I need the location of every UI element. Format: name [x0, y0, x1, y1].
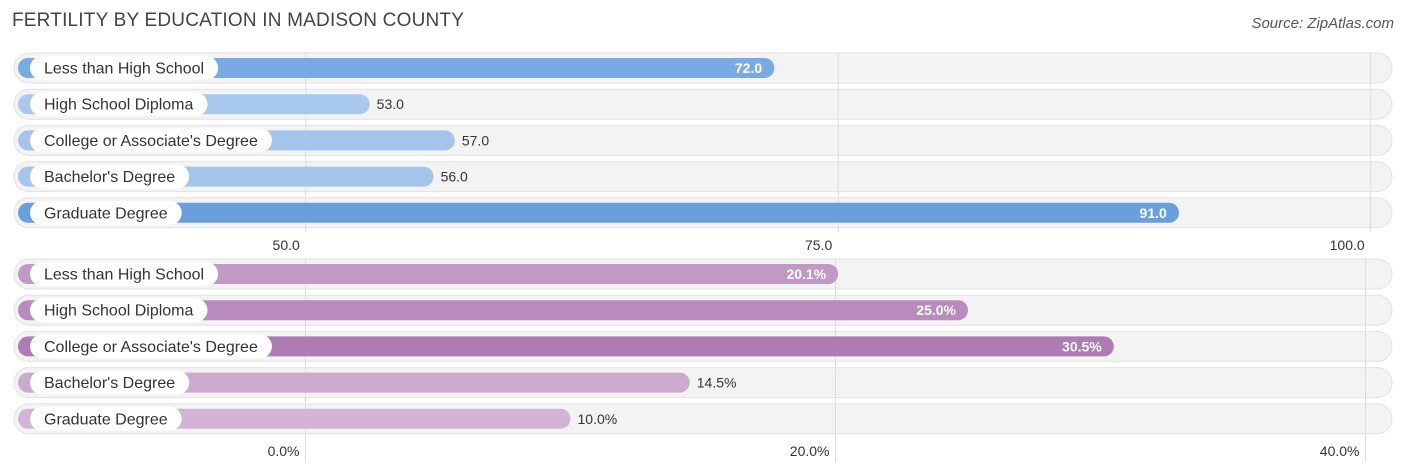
bar[interactable]	[18, 336, 1114, 357]
category-label-pill	[30, 164, 190, 189]
value-label: 53.0	[377, 96, 404, 112]
tick-label: 0.0%	[268, 443, 300, 459]
value-label: 72.0	[735, 60, 762, 76]
tick-label: 40.0%	[1320, 443, 1360, 459]
bar[interactable]	[18, 300, 968, 321]
category-label: High School Diploma	[44, 303, 194, 320]
value-label: 30.5%	[1062, 338, 1102, 354]
category-label: Graduate Degree	[44, 411, 168, 428]
category-label-pill	[30, 298, 208, 323]
bar[interactable]	[18, 264, 839, 284]
category-label-pill	[30, 92, 208, 117]
category-label-pill	[30, 56, 219, 80]
value-label: 20.1%	[786, 266, 826, 282]
tick-label: 50.0	[273, 237, 300, 253]
tick-label: 100.0	[1330, 237, 1365, 253]
value-label: 10.0%	[578, 411, 618, 427]
value-label: 57.0	[462, 132, 489, 148]
source-note: Source: ZipAtlas.com	[1251, 15, 1394, 32]
category-label-pill	[30, 128, 272, 153]
category-label-pill	[30, 370, 190, 395]
category-label: College or Associate's Degree	[44, 133, 258, 150]
category-label-pill	[30, 334, 272, 359]
category-label-pill	[30, 406, 182, 431]
tick-label: 20.0%	[790, 443, 830, 459]
category-label: Less than High School	[44, 61, 204, 78]
tick-label: 75.0	[805, 237, 832, 253]
value-label: 25.0%	[916, 302, 956, 318]
category-label: High School Diploma	[44, 97, 194, 114]
category-label: Bachelor's Degree	[44, 169, 175, 186]
category-label: Bachelor's Degree	[44, 375, 175, 392]
value-label: 91.0	[1140, 205, 1167, 221]
category-label: Less than High School	[44, 267, 204, 284]
value-label: 14.5%	[697, 375, 737, 391]
category-label: College or Associate's Degree	[44, 339, 258, 356]
chart-panel-2: Less than High School 20.1% High School Di…	[13, 258, 1393, 462]
category-label-pill	[30, 200, 182, 225]
category-label-pill	[30, 262, 219, 286]
chart-title: FERTILITY BY EDUCATION IN MADISON COUNTY	[12, 10, 465, 31]
value-label: 56.0	[441, 169, 468, 185]
bar[interactable]	[18, 202, 1180, 223]
chart-panel-1: Less than High School 72.0 High School Dip…	[13, 52, 1393, 253]
category-label: Graduate Degree	[44, 205, 168, 222]
